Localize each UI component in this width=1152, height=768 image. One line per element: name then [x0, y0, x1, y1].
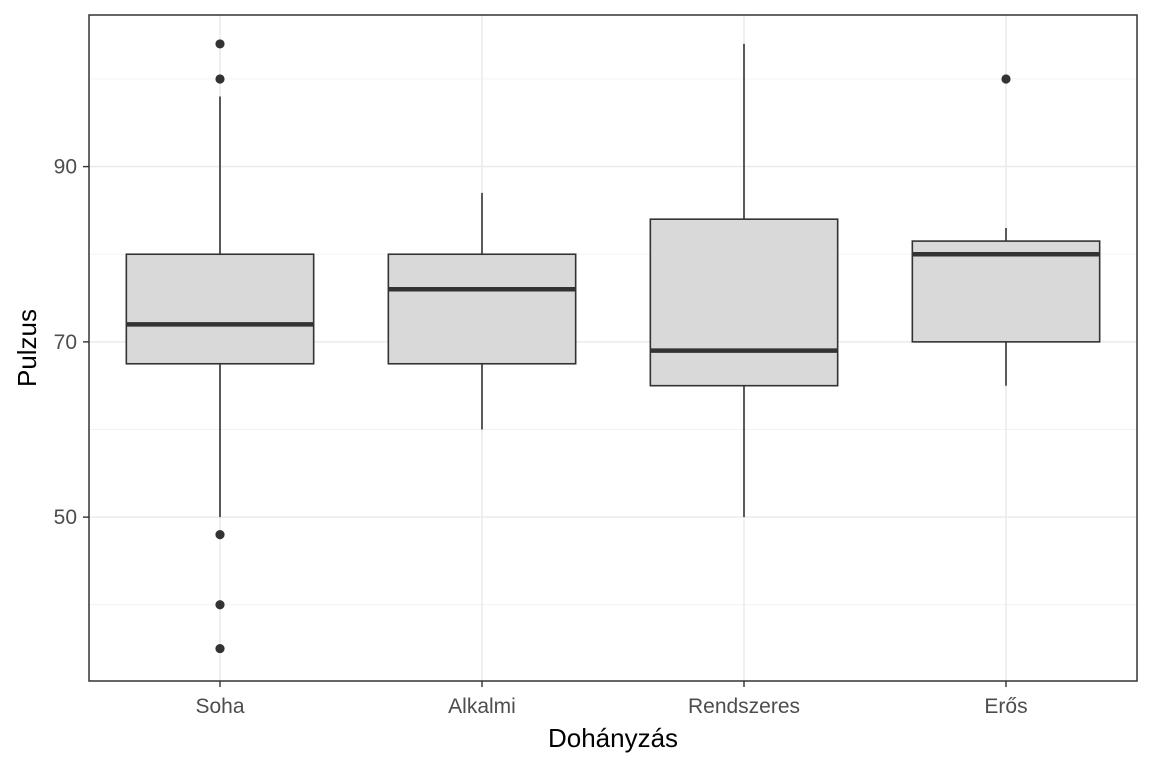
box-rendszeres: [649, 43, 839, 518]
y-tick-label: 70: [54, 331, 77, 354]
outlier-point: [1001, 74, 1011, 84]
y-tick-label: 90: [54, 156, 77, 179]
outlier-point: [215, 643, 225, 654]
x-tick-label: Soha: [195, 695, 244, 718]
y-axis-title: Pulzus: [12, 309, 42, 387]
outlier-point: [215, 530, 225, 540]
outlier-point: [215, 74, 225, 84]
plot-panel-border: [88, 14, 1138, 682]
box-soha: [125, 39, 315, 654]
box-series: [125, 39, 1101, 654]
outlier-point: [215, 600, 225, 610]
interquartile-box: [387, 253, 577, 365]
x-tick-label: Erős: [984, 695, 1027, 718]
x-axis-title: Dohányzás: [548, 723, 678, 753]
interquartile-box: [911, 240, 1101, 343]
x-tick-label: Alkalmi: [448, 695, 516, 718]
interquartile-box: [649, 218, 839, 387]
axes: 50 70 90 Soha Alkalmi Rendszeres Erős: [54, 156, 1028, 718]
box-erős: [911, 74, 1101, 386]
outlier-point: [215, 39, 225, 49]
box-alkalmi: [387, 192, 577, 430]
y-tick-label: 50: [54, 506, 77, 529]
x-tick-label: Rendszeres: [688, 695, 800, 718]
interquartile-box: [125, 253, 315, 365]
